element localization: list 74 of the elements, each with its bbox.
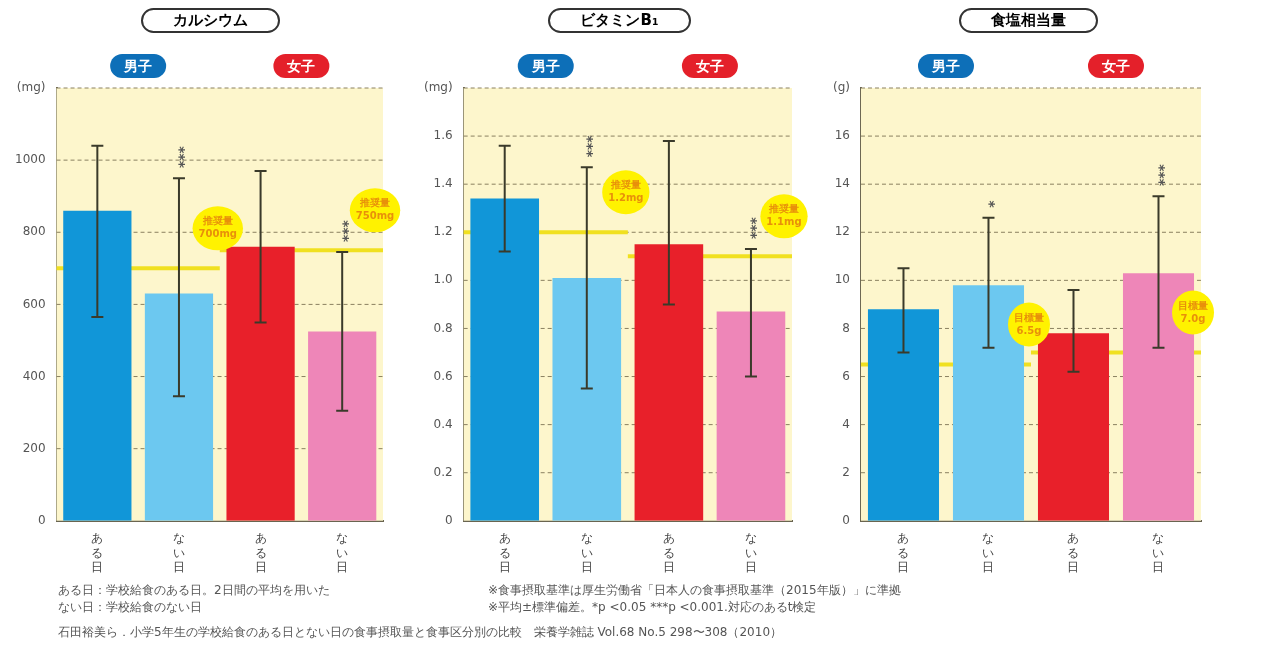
x-tick-label: ある日: [1067, 531, 1080, 574]
bar: [144, 293, 214, 521]
y-tick-label: 4: [842, 416, 850, 431]
x-tick-label: ない日: [172, 531, 185, 574]
y-tick-label: 0: [842, 512, 850, 527]
bar: [226, 246, 295, 521]
y-tick-label: 16: [834, 128, 850, 143]
bar: [867, 309, 940, 521]
annotation: *: [981, 200, 998, 209]
x-tick-label: ない日: [744, 531, 757, 574]
y-tick-label: 400: [22, 368, 46, 383]
x-tick-label: ある日: [91, 531, 104, 574]
text: ※平均±標準偏差。*p <0.05 ***p <0.001.対応のあるt検定: [488, 599, 818, 616]
y-tick-label: 0: [37, 512, 46, 527]
bar: [552, 277, 622, 521]
y-tick-label: 1.2: [433, 224, 453, 239]
x-tick-label: ない日: [982, 531, 995, 574]
x-tick-label: ない日: [336, 531, 349, 574]
bar: [634, 244, 704, 521]
annotation: ***: [172, 146, 189, 169]
bar: [63, 210, 132, 521]
chart-title: カルシウム: [141, 8, 280, 33]
y-tick-label: 8: [842, 320, 850, 335]
text: ある日：学校給食のある日。2日間の平均を用いた: [58, 582, 331, 599]
y-tick-label: 0.8: [433, 320, 453, 335]
y-tick-label: 14: [834, 176, 850, 191]
ref-line-label: 推奨量 1.2mg: [608, 179, 644, 204]
y-tick-label: 800: [22, 224, 46, 239]
text: 男子: [930, 57, 960, 74]
y-tick-label: 0.6: [433, 368, 453, 383]
ref-line-label: 目標量 7.0g: [1178, 299, 1208, 324]
y-tick-label: (mg): [16, 80, 46, 95]
y-tick-label: 1.0: [433, 272, 453, 287]
bar: [470, 198, 540, 521]
ref-line-label: 推奨量 700mg: [198, 215, 237, 240]
text: 男子: [123, 57, 153, 74]
x-tick-label: ない日: [1152, 531, 1165, 574]
y-tick-label: 0.4: [433, 416, 453, 431]
chart-title: 食塩相当量: [959, 8, 1098, 33]
x-tick-label: ある日: [897, 531, 910, 574]
y-tick-label: (mg): [424, 80, 453, 95]
y-tick-label: 1.6: [433, 128, 453, 143]
y-tick-label: 6: [842, 368, 850, 383]
chart-title: ビタミンB₁: [548, 8, 691, 33]
ref-line-label: 推奨量 750mg: [355, 197, 395, 222]
x-tick-label: ある日: [662, 531, 675, 574]
annotation: ***: [580, 135, 597, 159]
y-tick-label: 600: [22, 296, 46, 311]
text: 女子: [286, 57, 316, 74]
y-tick-label: 0.2: [433, 464, 453, 479]
y-tick-label: 200: [22, 440, 46, 455]
x-tick-label: ある日: [498, 531, 511, 574]
y-tick-label: 10: [834, 272, 850, 287]
text: 男子: [530, 57, 560, 74]
x-tick-label: ない日: [580, 531, 593, 574]
bar: [308, 331, 377, 521]
ref-line-label: 目標量 6.5g: [1013, 311, 1044, 336]
y-tick-label: 2: [842, 464, 850, 479]
annotation: ***: [335, 220, 352, 243]
annotation: ***: [744, 217, 761, 240]
y-tick-label: 1.4: [433, 176, 453, 191]
y-tick-label: (g): [833, 80, 850, 95]
text: ない日：学校給食のない日: [58, 599, 203, 616]
ref-line-label: 推奨量 1.1mg: [766, 203, 802, 228]
text: 石田裕美ら．小学5年生の学校給食のある日とない日の食事摂取量と食事区分別の比較 栄養学雑誌 Vol.68 No.5 298〜308（2010）: [58, 624, 784, 641]
y-tick-label: 1000: [14, 152, 46, 167]
bar: [716, 311, 786, 521]
y-tick-label: 12: [834, 224, 850, 239]
y-tick-label: 0: [445, 512, 453, 527]
annotation: ***: [1151, 164, 1168, 187]
x-tick-label: ある日: [254, 531, 267, 574]
text: ※食事摂取基準は厚生労働省「日本人の食事摂取基準（2015年版）」に準拠: [488, 582, 902, 599]
text: 女子: [1101, 57, 1130, 74]
text: 女子: [694, 57, 724, 74]
